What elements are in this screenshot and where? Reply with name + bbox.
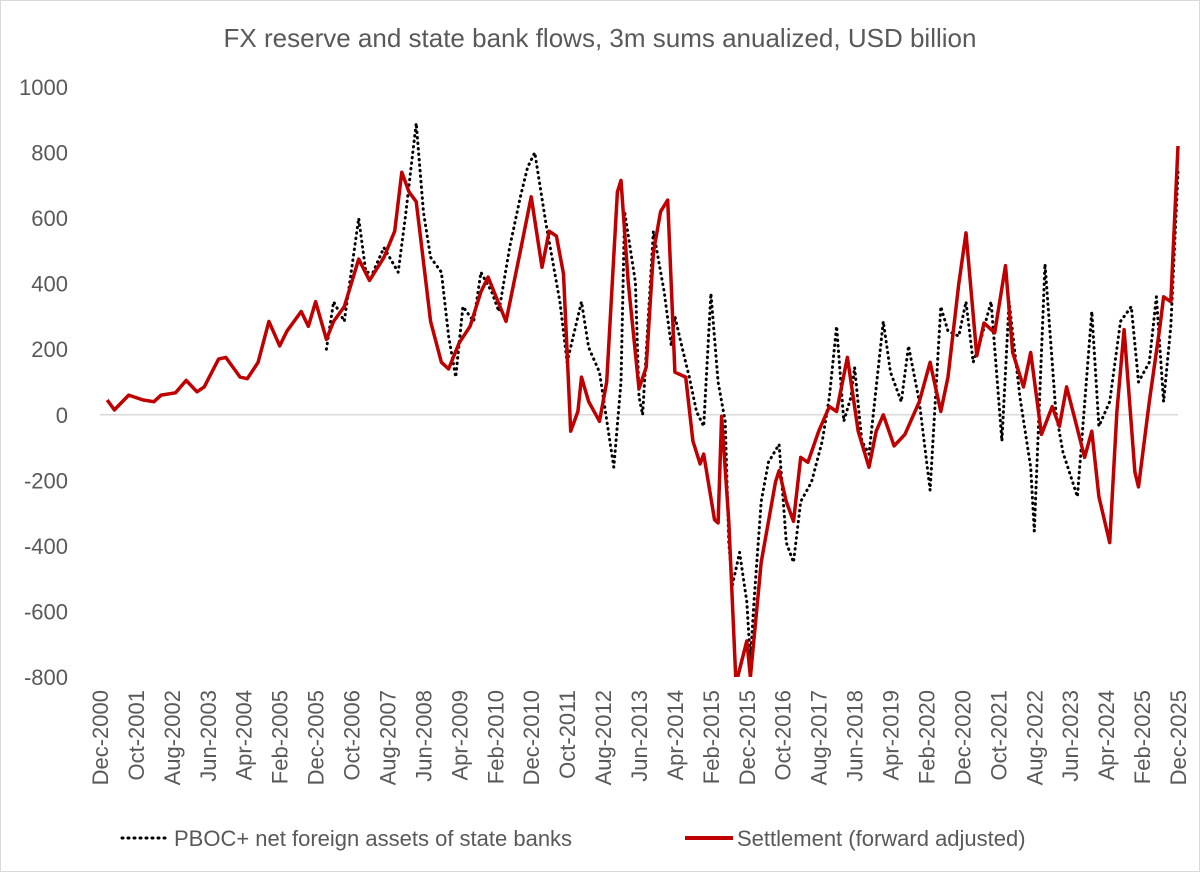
y-tick-label: 600 <box>31 206 68 231</box>
x-tick-label: Oct-2016 <box>771 690 796 781</box>
x-tick-label: Dec-2020 <box>950 690 975 785</box>
y-tick-label: -800 <box>24 665 68 690</box>
x-tick-label: Aug-2017 <box>807 690 832 785</box>
x-axis: Dec-2000 Oct-2001 Aug-2002 Jun-2003 Apr-2004… <box>88 690 1191 785</box>
y-tick-label: 200 <box>31 337 68 362</box>
x-tick-label: Aug-2022 <box>1022 690 1047 785</box>
y-tick-label: 1000 <box>19 75 68 100</box>
x-tick-label: Feb-2025 <box>1130 690 1155 784</box>
y-tick-label: -200 <box>24 468 68 493</box>
y-tick-label: 400 <box>31 272 68 297</box>
legend-label-settlement: Settlement (forward adjusted) <box>737 826 1026 851</box>
series-line-pboc <box>324 121 1180 663</box>
legend-label-pboc: PBOC+ net foreign assets of state banks <box>174 826 572 851</box>
x-tick-label: Apr-2019 <box>879 690 904 781</box>
x-tick-label: Feb-2015 <box>699 690 724 784</box>
y-tick-label: -600 <box>24 599 68 624</box>
x-tick-label: Feb-2005 <box>268 690 293 784</box>
x-tick-label: Feb-2010 <box>483 690 508 784</box>
legend: PBOC+ net foreign assets of state banks … <box>120 826 1026 851</box>
y-axis: 1000 800 600 400 200 0 -200 -400 -600 -800 <box>19 75 1178 690</box>
x-tick-label: Oct-2001 <box>124 690 149 781</box>
x-tick-label: Aug-2007 <box>375 690 400 785</box>
y-tick-label: 0 <box>56 403 68 428</box>
x-tick-label: Aug-2012 <box>591 690 616 785</box>
x-tick-label: Apr-2014 <box>663 690 688 781</box>
x-tick-label: Oct-2021 <box>986 690 1011 781</box>
x-tick-label: Dec-2025 <box>1166 690 1191 785</box>
x-tick-label: Jun-2018 <box>843 690 868 782</box>
x-tick-label: Jun-2008 <box>411 690 436 782</box>
x-tick-label: Apr-2009 <box>447 690 472 781</box>
x-tick-label: Jun-2023 <box>1058 690 1083 782</box>
x-tick-label: Apr-2004 <box>232 690 257 781</box>
x-tick-label: Dec-2015 <box>735 690 760 785</box>
x-tick-label: Dec-2000 <box>88 690 113 785</box>
chart-title: FX reserve and state bank flows, 3m sums… <box>224 23 977 53</box>
x-tick-label: Aug-2002 <box>160 690 185 785</box>
plot-area <box>105 121 1180 677</box>
series-line-settlement <box>105 145 1180 677</box>
x-tick-label: Jun-2003 <box>196 690 221 782</box>
x-tick-label: Oct-2006 <box>340 690 365 781</box>
x-tick-label: Dec-2005 <box>304 690 329 785</box>
x-tick-label: Dec-2010 <box>519 690 544 785</box>
y-tick-label: 800 <box>31 141 68 166</box>
x-tick-label: Feb-2020 <box>914 690 939 784</box>
x-tick-label: Oct-2011 <box>555 690 580 779</box>
x-tick-label: Jun-2013 <box>627 690 652 782</box>
y-tick-label: -400 <box>24 534 68 559</box>
x-tick-label: Apr-2024 <box>1094 690 1119 781</box>
